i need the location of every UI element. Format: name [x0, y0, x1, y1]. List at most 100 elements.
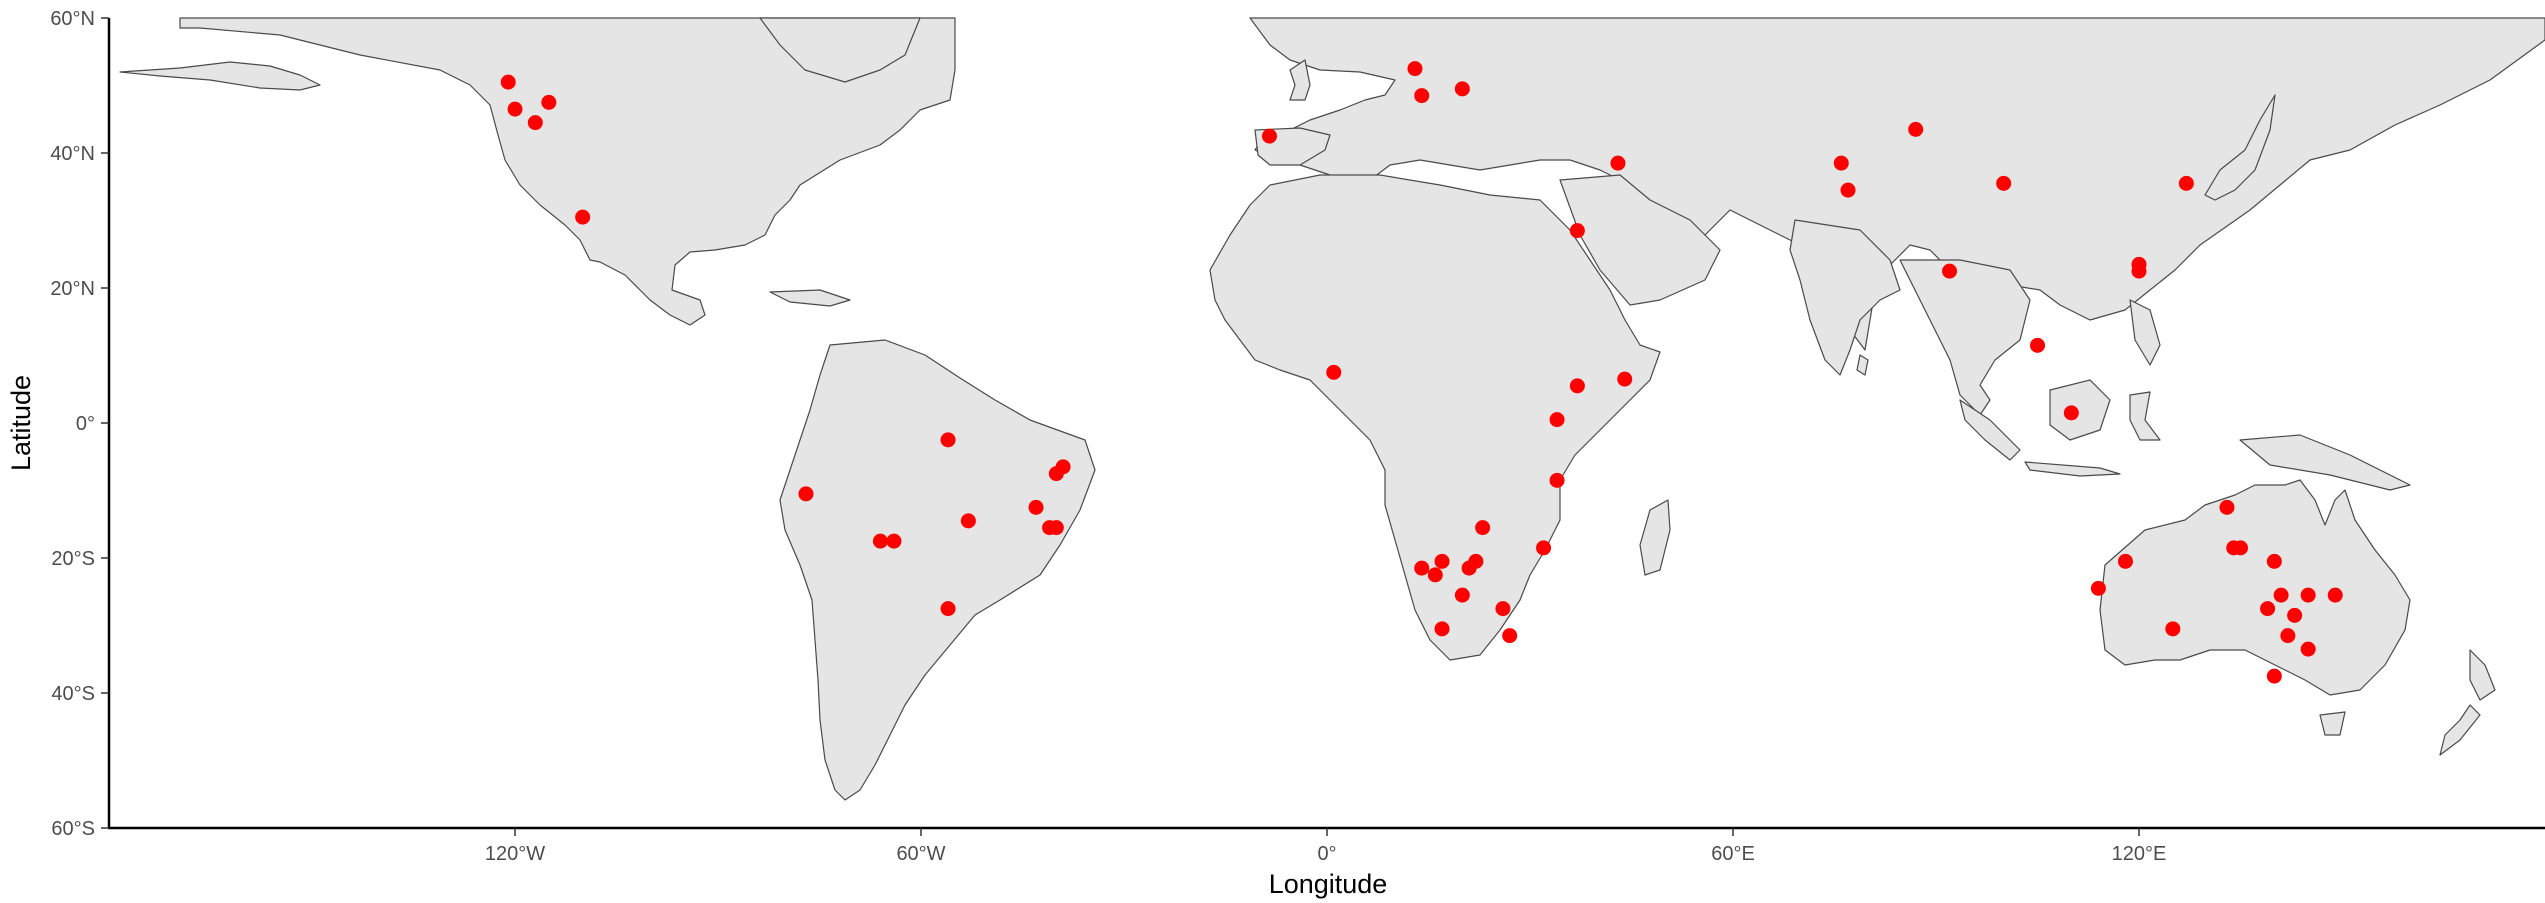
x-tick-label: 120°W — [485, 843, 545, 865]
land-philippines — [2129, 299, 2161, 366]
x-axis-ticks: 120°W 60°W 0° 60°E 120°E — [485, 828, 2166, 865]
site-point — [1617, 371, 1633, 387]
site-point — [2300, 641, 2316, 657]
site-point — [2260, 601, 2276, 617]
site-point — [1495, 601, 1511, 617]
site-point — [1536, 540, 1552, 556]
site-point — [500, 74, 516, 90]
x-tick-label: 60°E — [1711, 843, 1755, 865]
land-java — [2024, 461, 2121, 477]
site-point — [527, 115, 543, 131]
site-point — [940, 601, 956, 617]
site-point — [1833, 155, 1849, 171]
site-point — [940, 432, 956, 448]
site-point — [2165, 621, 2181, 637]
x-tick-label: 0° — [1317, 843, 1336, 865]
land-india — [1789, 219, 1901, 376]
y-tick-label: 20°S — [51, 548, 95, 570]
land-sumatra — [1959, 399, 2021, 461]
land-cuba — [769, 289, 851, 307]
y-tick-label: 60°N — [50, 8, 95, 30]
site-point — [2117, 553, 2133, 569]
landmass-layer — [119, 17, 2545, 801]
site-point — [1569, 223, 1585, 239]
site-point — [1942, 263, 1958, 279]
site-point — [872, 533, 888, 549]
site-point — [2280, 628, 2296, 644]
site-point — [507, 101, 523, 117]
site-point — [2266, 553, 2282, 569]
site-point — [2131, 256, 2147, 272]
land-indochina — [1899, 259, 2031, 416]
y-tick-label: 60°S — [51, 818, 95, 840]
site-point — [2178, 175, 2194, 191]
site-point — [575, 209, 591, 225]
land-alaska — [119, 61, 321, 91]
site-point — [1434, 553, 1450, 569]
y-axis-ticks: 60°N 40°N 20°N 0° 20°S 40°S 60°S — [50, 8, 109, 840]
land-south-america — [779, 339, 1096, 801]
site-point — [1502, 628, 1518, 644]
site-point — [1454, 587, 1470, 603]
site-point — [2327, 587, 2343, 603]
site-point — [1569, 378, 1585, 394]
y-tick-label: 40°S — [51, 683, 95, 705]
site-point — [1261, 128, 1277, 144]
land-great-britain — [1289, 59, 1311, 101]
land-borneo — [2049, 379, 2111, 441]
land-sri-lanka — [1856, 354, 1869, 376]
y-axis-title: Latitude — [6, 375, 36, 471]
site-point — [1326, 364, 1342, 380]
land-new-guinea — [2239, 434, 2411, 491]
land-japan — [2204, 94, 2276, 201]
site-point — [1610, 155, 1626, 171]
land-sulawesi — [2129, 391, 2161, 441]
land-new-zealand-north — [2469, 649, 2496, 701]
site-point — [1434, 621, 1450, 637]
site-point — [1996, 175, 2012, 191]
land-greenland — [759, 17, 921, 83]
site-point — [2287, 607, 2303, 623]
site-point — [1475, 520, 1491, 536]
land-north-america — [179, 17, 956, 326]
site-point — [960, 513, 976, 529]
site-point — [1407, 61, 1423, 77]
site-point — [1908, 121, 1924, 137]
site-point — [798, 486, 814, 502]
land-tasmania — [2319, 711, 2346, 736]
site-point — [1840, 182, 1856, 198]
site-point — [886, 533, 902, 549]
site-point — [2300, 587, 2316, 603]
y-tick-label: 20°N — [50, 278, 95, 300]
site-point — [1028, 499, 1044, 515]
site-point — [1414, 88, 1430, 104]
y-tick-label: 40°N — [50, 143, 95, 165]
site-point — [2219, 499, 2235, 515]
site-point — [1048, 520, 1064, 536]
x-tick-label: 60°W — [896, 843, 945, 865]
site-point — [2273, 587, 2289, 603]
site-point — [1468, 553, 1484, 569]
y-tick-label: 0° — [76, 413, 95, 435]
site-point — [2030, 337, 2045, 353]
site-point — [2266, 668, 2282, 684]
axes: 120°W 60°W 0° 60°E 120°E 60°N 40°N 20°N 0° 20°S 4… — [6, 8, 2545, 899]
site-point — [1055, 459, 1071, 475]
land-madagascar — [1639, 499, 1671, 576]
x-axis-title: Longitude — [1269, 869, 1388, 899]
site-point — [2233, 540, 2248, 556]
site-point — [2090, 580, 2106, 596]
site-point — [1427, 567, 1443, 583]
site-point — [1454, 81, 1470, 97]
land-australia — [2099, 479, 2411, 696]
land-new-zealand-south — [2439, 704, 2481, 756]
site-points — [500, 61, 2343, 684]
x-tick-label: 120°E — [2112, 843, 2167, 865]
site-point — [1414, 560, 1430, 576]
land-arabia — [1559, 174, 1721, 306]
site-point — [2063, 405, 2079, 421]
site-point — [1549, 472, 1565, 488]
site-point — [1549, 412, 1565, 428]
site-point — [541, 94, 557, 110]
